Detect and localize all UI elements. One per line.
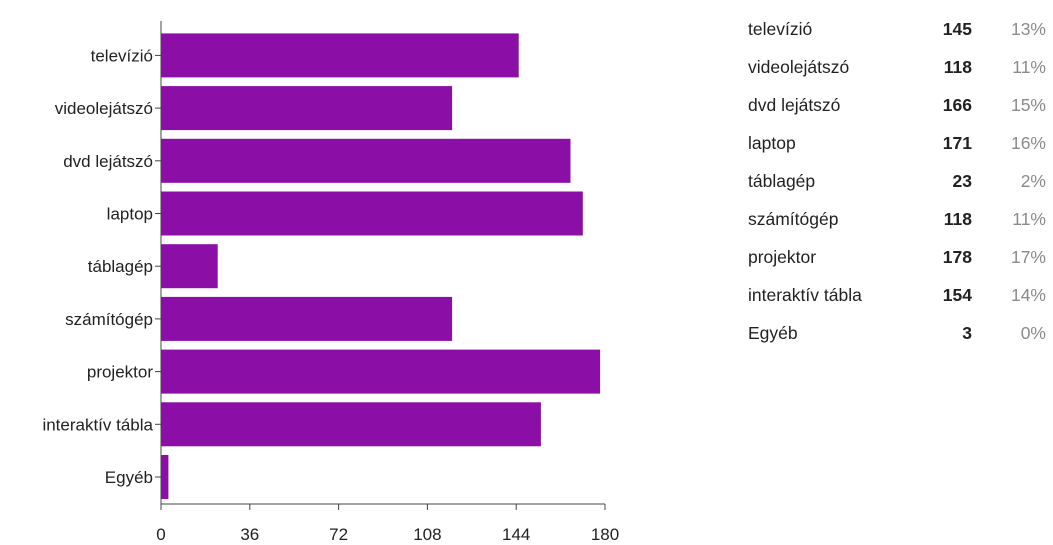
category-label: laptop bbox=[107, 205, 153, 224]
summary-row: Egyéb 3 0% bbox=[748, 314, 1046, 352]
summary-percent: 16% bbox=[1010, 132, 1046, 153]
summary-label: projektor bbox=[748, 246, 817, 267]
summary-count: 166 bbox=[942, 94, 972, 115]
summary-label: videolejátszó bbox=[748, 56, 850, 77]
summary-percent: 14% bbox=[1010, 284, 1046, 305]
summary-row: projektor 178 17% bbox=[748, 238, 1046, 276]
summary-label: táblagép bbox=[748, 170, 816, 191]
summary-label: számítógép bbox=[748, 208, 839, 229]
category-label: videolejátszó bbox=[55, 99, 153, 118]
summary-label: dvd lejátszó bbox=[748, 94, 841, 115]
bar bbox=[161, 455, 169, 499]
bar bbox=[161, 33, 519, 78]
bar bbox=[161, 349, 601, 394]
summary-label: Egyéb bbox=[748, 322, 798, 343]
summary-percent: 13% bbox=[1010, 18, 1046, 39]
summary-count: 178 bbox=[942, 246, 972, 267]
summary-count: 171 bbox=[942, 132, 972, 153]
summary-count: 3 bbox=[962, 322, 972, 343]
x-tick-label: 108 bbox=[413, 525, 441, 544]
summary-row: számítógép 118 11% bbox=[748, 200, 1046, 238]
category-label: Egyéb bbox=[105, 468, 153, 487]
summary-percent: 11% bbox=[1012, 56, 1046, 77]
category-label: projektor bbox=[87, 363, 153, 382]
x-tick-label: 36 bbox=[240, 525, 259, 544]
x-tick-label: 180 bbox=[591, 525, 619, 544]
category-label: számítógép bbox=[65, 310, 153, 329]
bar bbox=[161, 138, 571, 183]
summary-label: interaktív tábla bbox=[748, 284, 862, 305]
summary-count: 145 bbox=[942, 18, 972, 39]
summary-row: interaktív tábla 154 14% bbox=[748, 276, 1046, 314]
x-tick-label: 0 bbox=[156, 525, 165, 544]
summary-count: 154 bbox=[942, 284, 972, 305]
summary-percent: 2% bbox=[1020, 170, 1046, 191]
summary-label: televízió bbox=[748, 18, 813, 39]
summary-row: videolejátszó 118 11% bbox=[748, 48, 1046, 86]
category-label: dvd lejátszó bbox=[63, 152, 153, 171]
summary-count: 118 bbox=[943, 56, 972, 77]
bar bbox=[161, 402, 541, 447]
category-label: interaktív tábla bbox=[42, 415, 153, 434]
summary-percent: 17% bbox=[1010, 246, 1046, 267]
summary-row: televízió 145 13% bbox=[748, 10, 1046, 48]
summary-row: dvd lejátszó 166 15% bbox=[748, 86, 1046, 124]
bar-chart: televízió videolejátszó dvd lejátszó laptop… bbox=[42, 21, 619, 544]
summary-percent: 15% bbox=[1010, 94, 1046, 115]
summary-percent: 0% bbox=[1020, 322, 1046, 343]
summary-percent: 11% bbox=[1012, 208, 1046, 229]
summary-label: laptop bbox=[748, 132, 796, 153]
bar bbox=[161, 244, 218, 289]
x-tick-label: 72 bbox=[329, 525, 348, 544]
bar bbox=[161, 191, 583, 236]
category-label: táblagép bbox=[88, 257, 153, 276]
x-tick-label: 144 bbox=[502, 525, 530, 544]
bar bbox=[161, 296, 453, 341]
category-label: televízió bbox=[91, 46, 153, 65]
summary-row: laptop 171 16% bbox=[748, 124, 1046, 162]
summary-count: 118 bbox=[943, 208, 972, 229]
summary-count: 23 bbox=[952, 170, 972, 191]
summary-table: televízió 145 13% videolejátszó 118 11% dvd le… bbox=[748, 10, 1046, 352]
summary-row: táblagép 23 2% bbox=[748, 162, 1046, 200]
bar bbox=[161, 86, 453, 131]
